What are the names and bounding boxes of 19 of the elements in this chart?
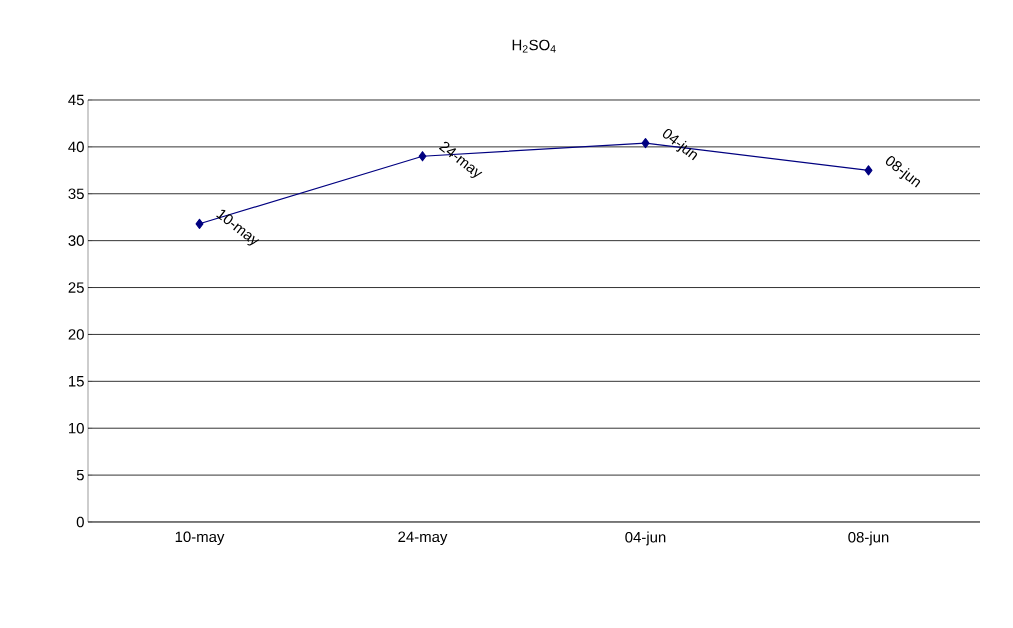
chart-title: H$_{2}$SO$_{4}$	[512, 39, 556, 53]
y-tick-label: 10	[69, 422, 84, 434]
y-tick-label: 20	[68, 329, 84, 340]
point	[195, 218, 204, 229]
x-tick-label: 04-jun	[625, 531, 666, 546]
y-tick-label: 0	[76, 516, 84, 528]
point	[641, 138, 650, 149]
point	[418, 151, 427, 162]
y-tick-label: 45	[68, 94, 84, 106]
y-tick-label: 35	[68, 188, 84, 200]
x-tick-label: 10-may	[175, 531, 225, 546]
point	[864, 165, 873, 176]
y-tick-label: 15	[69, 376, 84, 387]
y-tick-label: 25	[68, 282, 84, 293]
x-tick-label: 08-jun	[848, 531, 889, 546]
x-tick-label: 24-may	[398, 531, 448, 546]
y-tick-label: 5	[76, 469, 84, 481]
y-tick-label: 40	[68, 141, 84, 153]
y-tick-label: 30	[68, 235, 84, 246]
